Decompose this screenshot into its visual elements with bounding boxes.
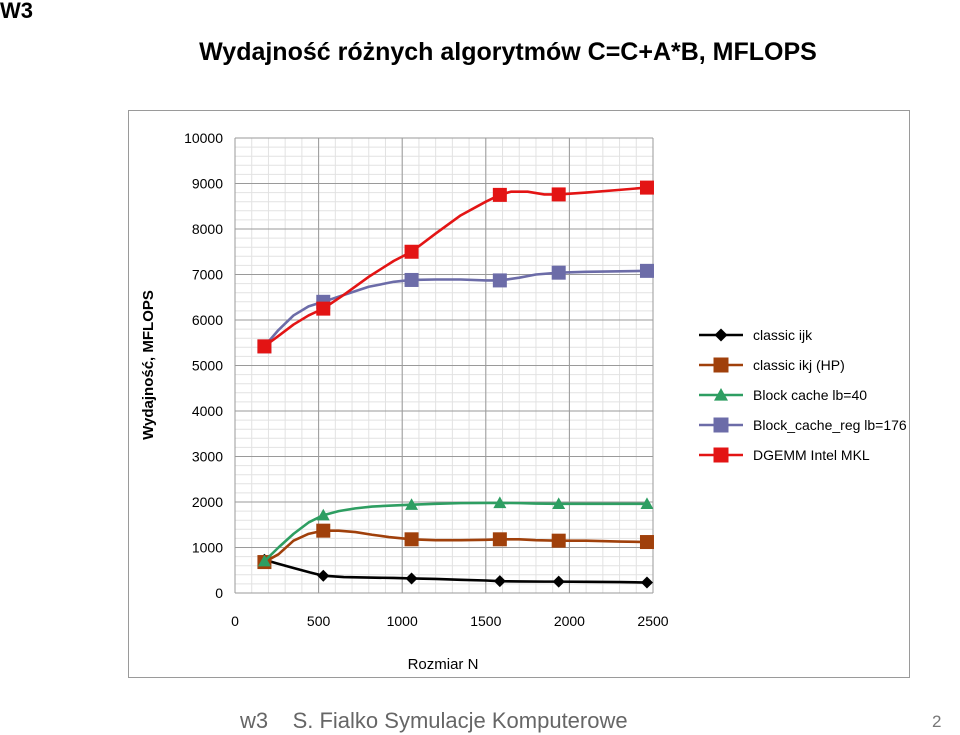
y-tick-label: 8000 [192, 221, 223, 237]
legend-label: DGEMM Intel MKL [753, 447, 870, 463]
x-tick-label: 500 [307, 613, 331, 629]
data-point [404, 244, 419, 259]
legend-item: DGEMM Intel MKL [699, 447, 870, 463]
data-point [492, 187, 507, 202]
y-tick-label: 5000 [192, 358, 223, 374]
y-tick-label: 1000 [192, 540, 223, 556]
x-axis-label: Rozmiar N [408, 656, 479, 673]
footer-text: w3 S. Fialko Symulacje Komputerowe [240, 708, 628, 733]
series-2 [257, 496, 654, 567]
chart-series [257, 180, 654, 589]
legend-marker [713, 357, 729, 373]
legend-marker [714, 328, 728, 342]
chart-svg: 0100020003000400050006000700080009000100… [140, 130, 907, 673]
y-tick-label: 9000 [192, 176, 223, 192]
legend-label: classic ikj (HP) [753, 357, 845, 373]
data-point [551, 533, 566, 548]
legend-label: Block_cache_reg lb=176 [753, 417, 907, 433]
y-tick-label: 7000 [192, 267, 223, 283]
data-point [316, 508, 330, 521]
data-point [257, 339, 272, 354]
data-point [316, 301, 331, 316]
series-1 [257, 523, 654, 570]
legend-item: classic ikj (HP) [699, 357, 845, 373]
legend-marker [713, 417, 729, 433]
y-tick-label: 10000 [184, 130, 223, 146]
data-point [316, 523, 331, 538]
data-point [640, 576, 653, 589]
data-point [405, 498, 419, 510]
x-tick-label: 2500 [637, 613, 668, 629]
x-tick-label: 1000 [387, 613, 418, 629]
series-4 [257, 180, 654, 354]
legend-item: Block_cache_reg lb=176 [699, 417, 907, 433]
data-point [552, 575, 565, 588]
y-axis-label: Wydajność, MFLOPS [140, 290, 157, 440]
slide-label: W3 [0, 0, 33, 23]
data-point [639, 180, 654, 195]
data-point [552, 497, 566, 510]
data-point [493, 496, 507, 509]
x-tick-label: 0 [231, 613, 239, 629]
legend-item: Block cache lb=40 [699, 387, 867, 403]
y-tick-label: 4000 [192, 403, 223, 419]
data-point [492, 532, 507, 547]
page-number: 2 [932, 712, 942, 731]
data-point [405, 572, 418, 585]
data-point [551, 265, 566, 280]
data-point [493, 575, 506, 588]
data-point [640, 497, 654, 510]
legend-item: classic ijk [699, 327, 813, 343]
y-tick-label: 3000 [192, 449, 223, 465]
legend-marker [713, 447, 729, 463]
legend-label: classic ijk [753, 327, 813, 343]
x-tick-label: 2000 [554, 613, 585, 629]
data-point [257, 554, 271, 567]
data-point [404, 272, 419, 287]
data-point [639, 535, 654, 550]
legend-marker [714, 388, 728, 401]
data-point [404, 532, 419, 547]
chart-axes: 0100020003000400050006000700080009000100… [184, 130, 669, 629]
chart-area: 0 1000 2000 3000 4000 5000 6000 7000 8000 9000 100… [128, 110, 910, 678]
series-line [263, 501, 647, 563]
y-tick-label: 0 [215, 585, 223, 601]
y-tick-label: 6000 [192, 312, 223, 328]
chart-grid [234, 137, 654, 594]
data-point [317, 569, 330, 582]
series-line [263, 186, 648, 348]
x-tick-label: 1500 [470, 613, 501, 629]
data-point [492, 273, 507, 288]
data-point [639, 263, 654, 278]
chart-legend: classic ijk classic ikj (HP) Block cache l… [699, 327, 907, 463]
chart-title: Wydajność różnych algorytmów C=C+A*B, MF… [199, 38, 817, 66]
legend-label: Block cache lb=40 [753, 387, 867, 403]
data-point [551, 187, 566, 202]
y-tick-label: 2000 [192, 494, 223, 510]
series-0 [258, 553, 653, 589]
